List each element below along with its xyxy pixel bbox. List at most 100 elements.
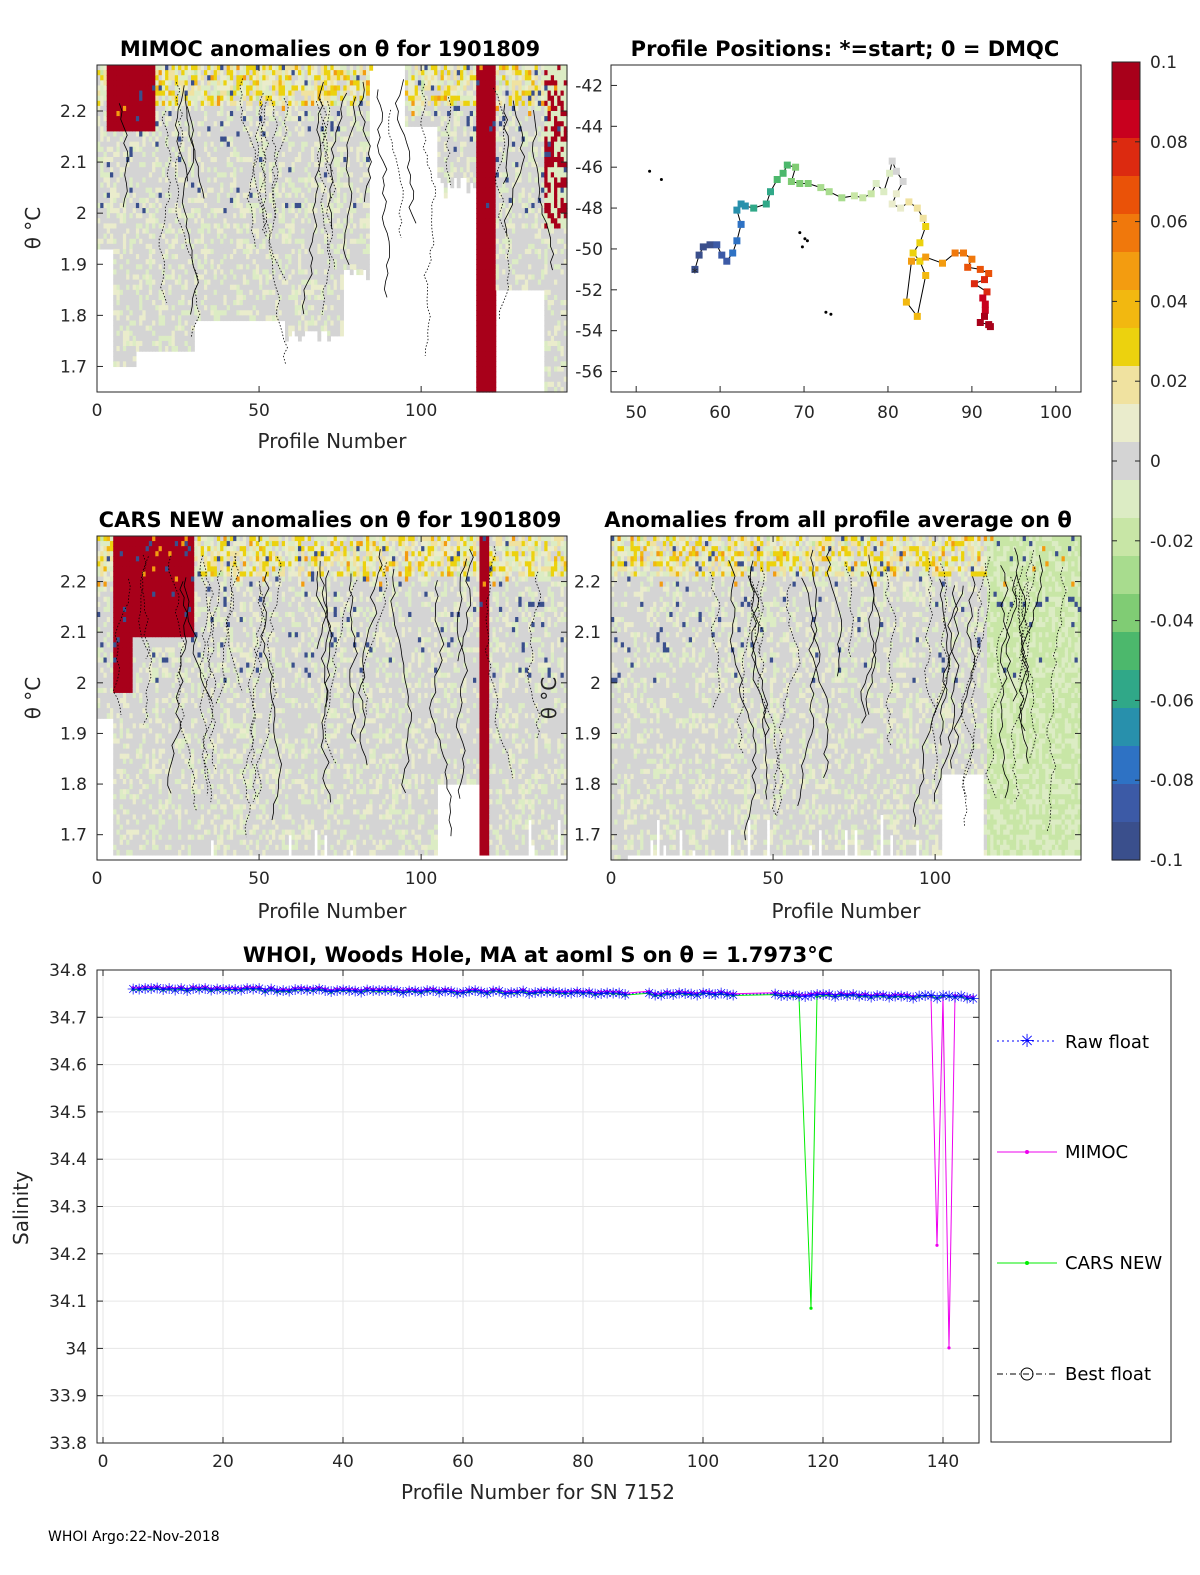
anomaly-cell xyxy=(181,284,186,291)
anomaly-cell xyxy=(187,90,192,97)
anomaly-cell xyxy=(119,294,124,301)
anomaly-cell xyxy=(155,70,160,76)
anomaly-cell xyxy=(113,90,118,97)
anomaly-cell xyxy=(97,131,101,138)
anomaly-cell xyxy=(100,131,105,138)
anomaly-cell xyxy=(132,264,137,270)
anomaly-cell xyxy=(158,100,163,107)
anomaly-cell xyxy=(168,167,173,173)
anomaly-cell xyxy=(155,141,160,148)
anomaly-cell xyxy=(229,167,234,173)
anomaly-cell xyxy=(184,340,189,347)
anomaly-cell xyxy=(129,315,134,322)
anomaly-cell xyxy=(122,330,127,337)
anomaly-cell xyxy=(106,238,111,245)
anomaly-cell xyxy=(165,208,169,214)
anomaly-cell xyxy=(184,202,189,209)
anomaly-cell xyxy=(178,310,182,316)
anomaly-cell xyxy=(135,121,140,127)
anomaly-cell xyxy=(129,85,134,92)
anomaly-cell xyxy=(116,259,121,265)
anomaly-cell xyxy=(210,202,215,209)
anomaly-cell xyxy=(187,187,192,194)
anomaly-cell xyxy=(181,126,186,133)
anomaly-cell xyxy=(187,208,192,214)
anomaly-cell xyxy=(197,223,202,230)
anomaly-cell xyxy=(129,162,134,168)
anomaly-cell xyxy=(119,177,124,184)
anomaly-cell xyxy=(97,228,101,235)
anomaly-cell xyxy=(103,202,108,209)
anomaly-cell xyxy=(161,202,166,209)
anomaly-cell xyxy=(194,146,199,153)
anomaly-cell xyxy=(220,75,225,81)
anomaly-cell xyxy=(197,218,202,224)
anomaly-cell xyxy=(139,110,143,117)
anomaly-cell xyxy=(213,294,218,301)
anomaly-cell xyxy=(197,95,202,102)
anomaly-cell xyxy=(233,131,237,138)
anomaly-cell xyxy=(174,110,179,117)
anomaly-cell xyxy=(152,116,156,122)
anomaly-cell xyxy=(165,75,169,81)
anomaly-cell xyxy=(207,162,212,168)
anomaly-cell xyxy=(132,305,137,311)
anomaly-cell xyxy=(174,248,179,255)
anomaly-cell xyxy=(213,233,218,240)
anomaly-cell xyxy=(216,284,221,291)
anomaly-cell xyxy=(168,156,173,163)
anomaly-cell xyxy=(132,187,137,194)
anomaly-cell xyxy=(116,294,121,301)
anomaly-cell xyxy=(155,330,160,337)
anomaly-cell xyxy=(161,162,166,168)
anomaly-cell xyxy=(132,284,137,291)
anomaly-cell xyxy=(203,141,208,148)
anomaly-cell xyxy=(207,136,212,143)
anomaly-cell xyxy=(148,197,153,204)
anomaly-cell xyxy=(187,151,192,158)
anomaly-cell xyxy=(116,269,121,276)
anomaly-cell xyxy=(145,294,150,301)
anomaly-cell xyxy=(165,65,169,71)
anomaly-cell xyxy=(132,289,137,296)
anomaly-cell xyxy=(213,208,218,214)
anomaly-cell xyxy=(168,274,173,281)
anomaly-cell xyxy=(155,187,160,194)
anomaly-cell xyxy=(142,330,147,337)
anomaly-cell xyxy=(181,187,186,194)
anomaly-cell xyxy=(233,269,237,276)
anomaly-cell xyxy=(155,213,160,219)
anomaly-cell xyxy=(113,335,118,342)
anomaly-cell xyxy=(152,90,156,97)
anomaly-cell xyxy=(116,305,121,311)
anomaly-cell xyxy=(187,70,192,76)
anomaly-cell xyxy=(109,162,114,168)
anomaly-cell xyxy=(200,85,205,92)
anomaly-cell xyxy=(135,167,140,173)
anomaly-cell xyxy=(155,284,160,291)
panel1-title: MIMOC anomalies on θ for 1901809 xyxy=(120,37,540,61)
anomaly-cell xyxy=(207,243,212,250)
anomaly-cell xyxy=(135,274,140,281)
anomaly-cell xyxy=(184,259,189,265)
anomaly-cell xyxy=(178,346,182,352)
anomaly-cell xyxy=(142,105,147,112)
anomaly-cell xyxy=(210,116,215,122)
anomaly-cell xyxy=(139,325,143,332)
anomaly-cell xyxy=(174,300,179,306)
anomaly-cell xyxy=(116,85,121,92)
anomaly-cell xyxy=(148,248,153,255)
anomaly-cell xyxy=(178,233,182,240)
anomaly-cell xyxy=(97,70,101,76)
anomaly-cell xyxy=(152,70,156,76)
anomaly-cell xyxy=(165,289,169,296)
anomaly-cell xyxy=(226,310,231,316)
anomaly-cell xyxy=(213,70,218,76)
anomaly-cell xyxy=(229,105,234,112)
anomaly-cell xyxy=(181,330,186,337)
anomaly-cell xyxy=(139,131,143,138)
anomaly-cell xyxy=(126,233,131,240)
anomaly-cell xyxy=(174,202,179,209)
anomaly-cell xyxy=(132,95,137,102)
anomaly-cell xyxy=(139,141,143,148)
